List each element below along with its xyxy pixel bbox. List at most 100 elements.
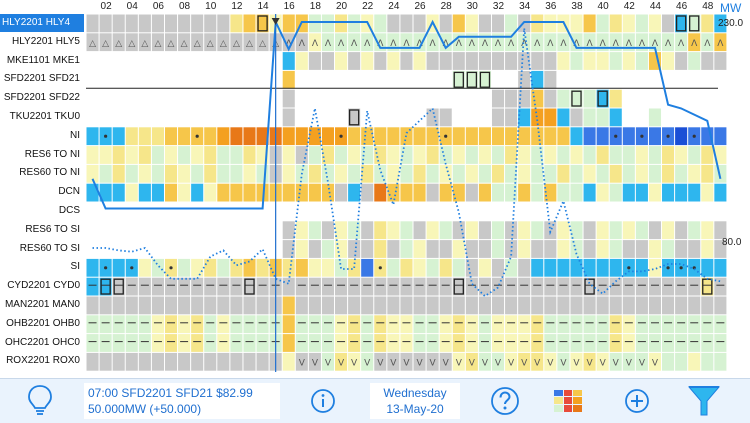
row-label[interactable]: HLY2201 HLY5 xyxy=(11,35,80,47)
grid-cell xyxy=(191,202,204,221)
row-label[interactable]: NI xyxy=(70,129,80,141)
row-label[interactable]: ROX2201 ROX0 xyxy=(6,355,80,367)
v-mark: V xyxy=(456,358,463,368)
grid-cell xyxy=(426,352,439,371)
grid-cell xyxy=(439,352,452,371)
row-label[interactable]: OHB2201 OHB0 xyxy=(6,317,80,329)
grid-cell xyxy=(387,70,400,89)
grid-cell xyxy=(335,89,348,108)
grid-cell xyxy=(622,202,635,221)
help-button[interactable] xyxy=(488,379,522,423)
grid-cell xyxy=(86,52,99,70)
grid-cell xyxy=(583,315,596,334)
row-label[interactable]: SFD2201 SFD22 xyxy=(3,92,80,104)
grid-cell xyxy=(688,334,701,352)
grid-cell xyxy=(491,183,505,202)
grid-cell xyxy=(439,70,452,89)
column-header: 06 xyxy=(152,1,164,12)
row-label[interactable]: MKE1101 MKE1 xyxy=(6,54,80,66)
grid-cell xyxy=(178,277,191,296)
column-header: 20 xyxy=(335,1,348,12)
dot-mark xyxy=(104,134,108,138)
constraint-grid[interactable]: △△△△△△△△△△△△△△△ΛΛΛΛΛΛΛΛΛΛΛΛΛΛΛΛΛΛΛΛΛΛΛΛΛ… xyxy=(0,0,750,378)
row-label[interactable]: SI xyxy=(70,261,80,273)
v-mark: V xyxy=(652,358,659,368)
grid-cell xyxy=(243,221,256,240)
grid-cell xyxy=(164,183,178,202)
boxed-cell xyxy=(100,278,111,295)
grid-cell xyxy=(295,183,308,202)
row-label[interactable]: RES60 TO SI xyxy=(19,242,80,254)
grid-cell xyxy=(505,258,518,277)
grid-cell xyxy=(361,127,374,146)
grid-cell xyxy=(609,202,622,221)
grid-cell xyxy=(557,202,570,221)
caret-mark: Λ xyxy=(521,39,528,49)
zoom-in-button[interactable] xyxy=(622,379,652,423)
grid-cell xyxy=(635,108,648,127)
grid-cell xyxy=(361,202,374,221)
grid-cell xyxy=(256,89,269,108)
grid-cell xyxy=(256,183,269,202)
grid-cell xyxy=(321,221,335,240)
grid-cell xyxy=(557,108,570,127)
row-label[interactable]: OHC2201 OHC0 xyxy=(4,336,80,348)
grid-cell xyxy=(439,183,452,202)
grid-cell xyxy=(570,240,583,258)
grid-cell xyxy=(413,52,426,70)
filter-button[interactable] xyxy=(684,379,724,423)
grid-cell xyxy=(557,315,570,334)
grid-cell xyxy=(125,89,138,108)
lightbulb-button[interactable] xyxy=(20,379,60,423)
color-legend-button[interactable] xyxy=(550,379,586,423)
v-mark: V xyxy=(312,358,319,368)
row-label[interactable]: DCN xyxy=(58,186,80,198)
grid-cell xyxy=(151,352,164,371)
grid-cell xyxy=(321,52,335,70)
caret-mark: Λ xyxy=(613,39,620,49)
grid-cell xyxy=(125,221,138,240)
grid-cell xyxy=(112,296,125,315)
grid-cell xyxy=(701,52,714,70)
grid-cell xyxy=(112,70,125,89)
row-label[interactable]: TKU2201 TKU0 xyxy=(9,111,80,122)
grid-cell xyxy=(570,14,583,33)
grid-cell xyxy=(178,183,191,202)
grid-cell xyxy=(478,70,491,89)
grid-cell xyxy=(662,183,675,202)
caret-mark: Λ xyxy=(364,39,371,49)
grid-cell xyxy=(596,33,609,52)
grid-cell xyxy=(164,334,178,352)
date-selector[interactable]: Wednesday 13-May-20 xyxy=(370,383,460,419)
row-label[interactable]: CYD2201 CYD0 xyxy=(7,280,80,292)
grid-cell xyxy=(596,52,609,70)
grid-cell xyxy=(675,315,688,334)
column-header: 40 xyxy=(597,1,609,12)
grid-cell xyxy=(544,315,557,334)
row-label[interactable]: SFD2201 SFD21 xyxy=(3,73,80,85)
grid-cell xyxy=(413,240,426,258)
grid-cell xyxy=(217,315,230,334)
row-label[interactable]: DCS xyxy=(58,205,80,216)
info-button[interactable] xyxy=(308,379,338,423)
selection-info[interactable]: 07:00 SFD2201 SFD21 $82.99 50.000MW (+50… xyxy=(84,383,280,419)
grid-cell xyxy=(99,334,112,352)
grid-cell xyxy=(609,221,622,240)
grid-cell xyxy=(714,202,727,221)
heatmap-grid[interactable]: △△△△△△△△△△△△△△△ΛΛΛΛΛΛΛΛΛΛΛΛΛΛΛΛΛΛΛΛΛΛΛΛΛ… xyxy=(0,0,750,378)
grid-cell xyxy=(178,221,191,240)
grid-cell xyxy=(230,202,243,221)
row-label[interactable]: HLY2201 HLY4 xyxy=(0,14,84,32)
grid-cell xyxy=(426,127,439,146)
column-header: 04 xyxy=(126,1,138,12)
grid-cell xyxy=(491,146,505,164)
grid-cell xyxy=(452,296,465,315)
row-label[interactable]: RES6 TO NI xyxy=(24,148,80,160)
row-label[interactable]: RES60 TO NI xyxy=(19,167,80,179)
row-label[interactable]: RES6 TO SI xyxy=(25,223,80,235)
grid-cell xyxy=(491,52,505,70)
row-label[interactable]: MAN2201 MAN0 xyxy=(4,299,80,310)
grid-cell xyxy=(635,164,648,183)
grid-cell xyxy=(570,164,583,183)
grid-cell xyxy=(125,315,138,334)
